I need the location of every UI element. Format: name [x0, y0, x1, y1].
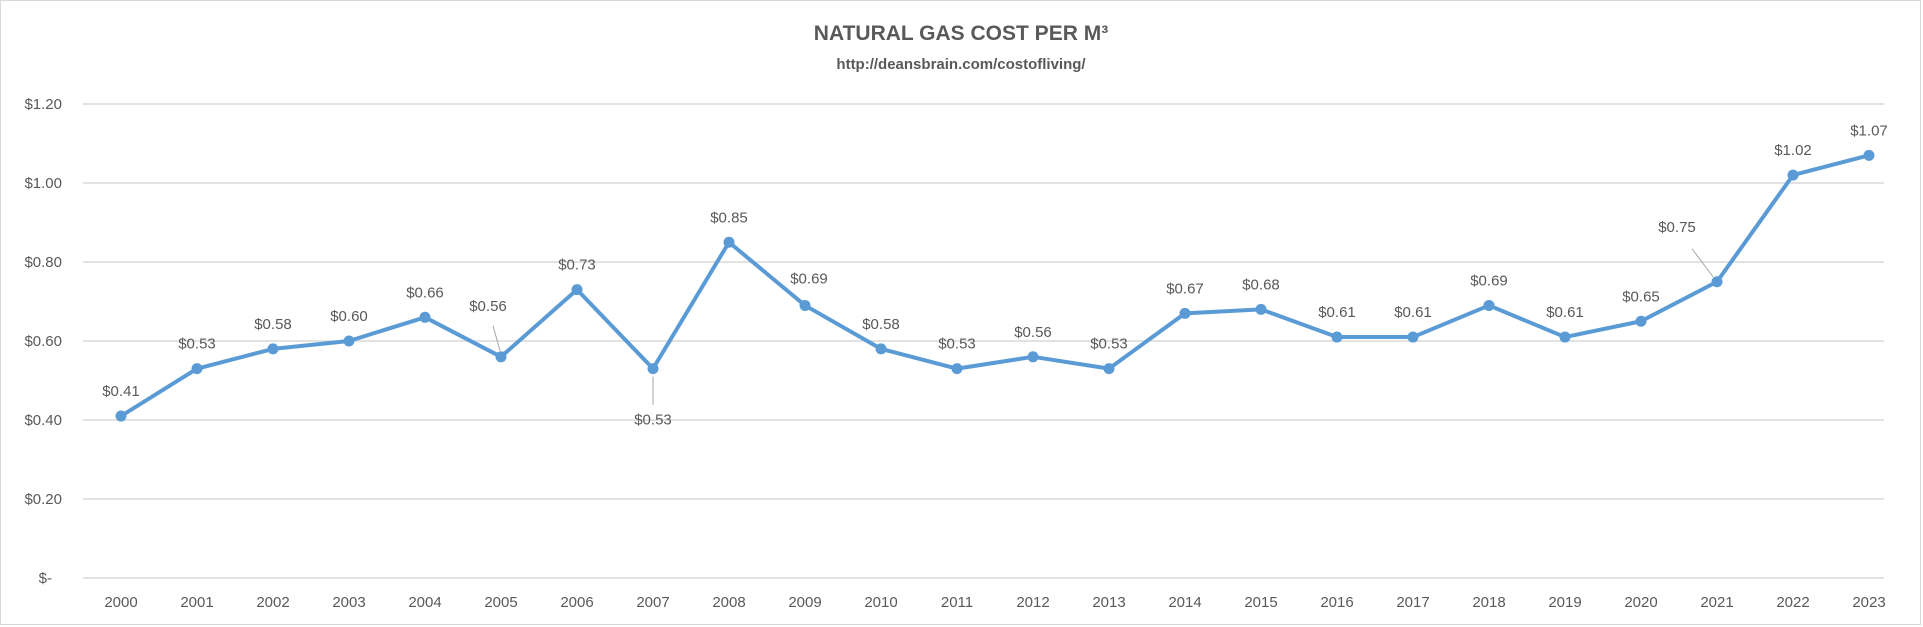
data-point: [1483, 299, 1495, 311]
x-tick-label: 2015: [1244, 594, 1277, 611]
data-point: [951, 363, 963, 375]
data-label: $0.61: [1546, 304, 1584, 321]
data-label: $0.56: [1014, 324, 1052, 341]
x-tick-label: 2010: [864, 594, 897, 611]
x-tick-label: 2022: [1776, 594, 1809, 611]
x-tick-label: 2016: [1320, 594, 1353, 611]
data-label: $0.53: [178, 336, 216, 353]
data-point: [1559, 331, 1571, 343]
data-label: $0.68: [1242, 276, 1280, 293]
data-point: [1863, 149, 1875, 161]
data-point: [1027, 351, 1039, 363]
x-tick-label: 2021: [1700, 594, 1733, 611]
data-label: $0.41: [102, 383, 140, 400]
data-point: [875, 343, 887, 355]
data-point: [1331, 331, 1343, 343]
x-tick-label: 2003: [332, 594, 365, 611]
data-point: [1179, 307, 1191, 319]
data-label: $0.85: [710, 209, 748, 226]
data-point: [799, 299, 811, 311]
y-tick-label: $0.80: [24, 254, 62, 271]
y-tick-label: $0.60: [24, 333, 62, 350]
x-tick-label: 2017: [1396, 594, 1429, 611]
data-label: $0.73: [558, 257, 596, 274]
data-label: $1.02: [1774, 142, 1812, 159]
x-tick-label: 2020: [1624, 594, 1657, 611]
y-tick-label: $-: [39, 570, 52, 587]
leader-line: [492, 325, 501, 351]
x-tick-label: 2009: [788, 594, 821, 611]
data-point: [1711, 276, 1723, 288]
chart-subtitle: http://deansbrain.com/costofliving/: [836, 56, 1086, 73]
data-point: [419, 311, 431, 323]
data-label: $0.53: [634, 412, 672, 429]
data-label: $0.67: [1166, 280, 1204, 297]
data-label: $0.53: [938, 336, 976, 353]
data-point: [343, 335, 355, 347]
data-label: $0.53: [1090, 336, 1128, 353]
data-label: $0.61: [1318, 304, 1356, 321]
data-label: $1.07: [1850, 122, 1888, 139]
data-point: [1635, 315, 1647, 327]
data-point: [115, 410, 127, 422]
leader-line: [1691, 248, 1714, 278]
data-label: $0.69: [1470, 272, 1508, 289]
data-point: [723, 236, 735, 248]
x-tick-label: 2018: [1472, 594, 1505, 611]
data-point: [1103, 363, 1115, 375]
x-tick-label: 2005: [484, 594, 517, 611]
x-tick-label: 2002: [256, 594, 289, 611]
data-point: [1407, 331, 1419, 343]
data-point: [495, 351, 507, 363]
x-tick-label: 2004: [408, 594, 441, 611]
data-point: [1255, 303, 1267, 315]
x-tick-label: 2006: [560, 594, 593, 611]
x-tick-label: 2023: [1852, 594, 1885, 611]
data-point: [571, 284, 583, 296]
x-tick-label: 2012: [1016, 594, 1049, 611]
y-tick-label: $0.40: [24, 412, 62, 429]
data-label: $0.61: [1394, 304, 1432, 321]
data-label: $0.60: [330, 308, 368, 325]
data-point: [191, 363, 203, 375]
data-point: [647, 363, 659, 375]
x-tick-label: 2013: [1092, 594, 1125, 611]
data-label: $0.65: [1622, 288, 1660, 305]
data-label: $0.69: [790, 270, 828, 287]
chart-title: NATURAL GAS COST PER M³: [814, 22, 1108, 45]
y-tick-label: $1.20: [24, 96, 62, 113]
x-tick-label: 2007: [636, 594, 669, 611]
x-tick-label: 2001: [180, 594, 213, 611]
data-label: $0.75: [1658, 219, 1696, 236]
data-point: [1787, 169, 1799, 181]
y-tick-label: $0.20: [24, 491, 62, 508]
data-label: $0.66: [406, 284, 444, 301]
data-label: $0.56: [469, 298, 507, 315]
x-tick-label: 2000: [104, 594, 137, 611]
series-line: [119, 153, 1870, 418]
data-label: $0.58: [254, 316, 292, 333]
y-tick-label: $1.00: [24, 175, 62, 192]
data-label: $0.58: [862, 316, 900, 333]
x-tick-label: 2008: [712, 594, 745, 611]
x-tick-label: 2011: [941, 594, 973, 611]
x-tick-label: 2014: [1168, 594, 1201, 611]
x-tick-label: 2019: [1548, 594, 1581, 611]
data-point: [267, 343, 279, 355]
